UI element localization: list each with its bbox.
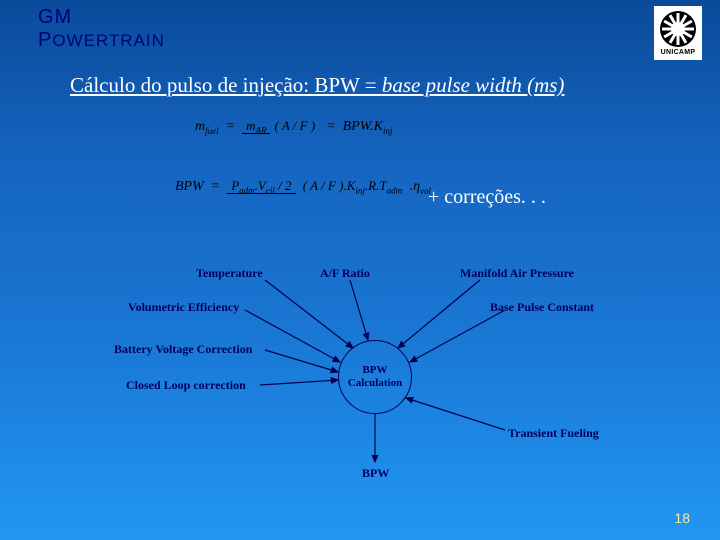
header-line1: GM: [38, 6, 165, 29]
label-temperature: Temperature: [196, 266, 263, 281]
header-line2: POWERTRAIN: [38, 29, 165, 52]
slide-header: GM POWERTRAIN: [38, 6, 165, 52]
label-map: Manifold Air Pressure: [460, 266, 574, 281]
bpw-calc-node: BPW Calculation: [338, 340, 412, 414]
unicamp-logo: UNICAMP: [654, 6, 702, 60]
equation-2: BPW = Padm.Vcil / 2 ( A / F ).Kinj.R.Tad…: [175, 178, 431, 196]
bpw-node-line2: Calculation: [348, 377, 402, 390]
label-bpc: Base Pulse Constant: [490, 300, 594, 315]
label-transient: Transient Fueling: [508, 426, 599, 441]
logo-text: UNICAMP: [661, 49, 696, 56]
bpw-node-line1: BPW: [362, 364, 387, 377]
label-bpw-out: BPW: [362, 466, 389, 481]
label-bvc: Battery Voltage Correction: [114, 342, 252, 357]
label-vol-eff: Volumetric Efficiency: [128, 300, 239, 315]
logo-icon: [660, 11, 696, 47]
equation-1: mfuel = mAR( A / F ) = BPW.Kinj: [195, 118, 392, 136]
page-number: 18: [674, 510, 690, 526]
label-af-ratio: A/F Ratio: [320, 266, 370, 281]
label-clc: Closed Loop correction: [126, 378, 246, 393]
bpw-diagram: BPW Calculation Temperature A/F Ratio Ma…: [90, 250, 630, 490]
slide-title: Cálculo do pulso de injeção: BPW = base …: [70, 73, 564, 98]
corrections-text: + correções. . .: [428, 186, 546, 209]
